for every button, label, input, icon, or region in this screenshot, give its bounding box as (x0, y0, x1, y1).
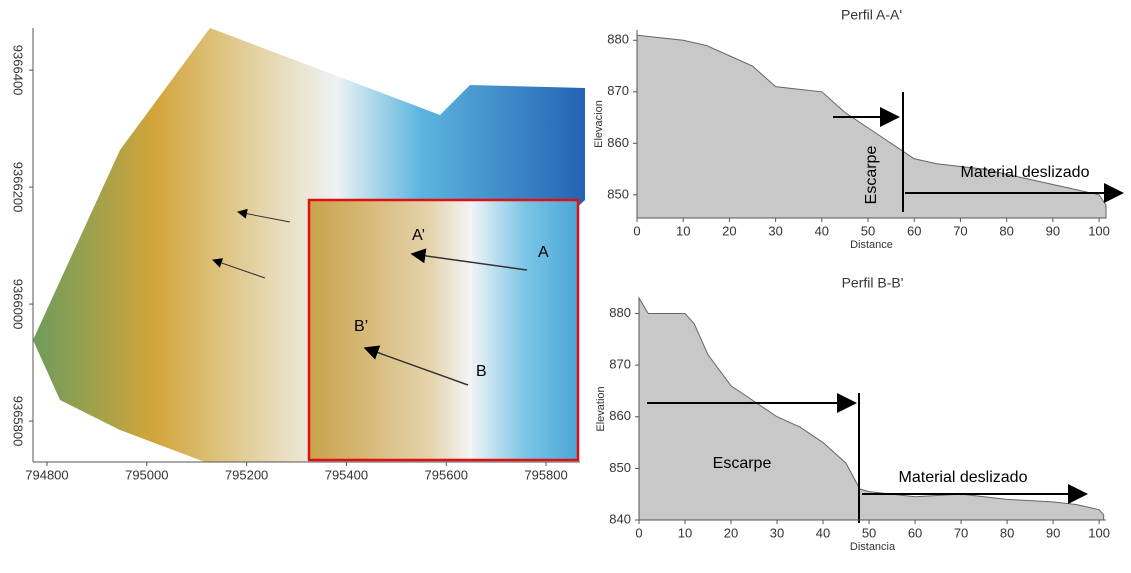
x-tick-label: 30 (770, 525, 784, 540)
x-axis-label: Distancia (850, 541, 896, 553)
x-tick-label: 795400 (325, 467, 368, 482)
y-tick-label: 870 (607, 83, 629, 98)
x-tick-label: 100 (1088, 525, 1110, 540)
x-tick-label: 20 (722, 223, 736, 238)
map-label: B (476, 363, 487, 380)
y-tick-label: 850 (607, 186, 629, 201)
x-tick-label: 80 (1000, 525, 1014, 540)
y-tick-label: 880 (607, 32, 629, 47)
map-label: A’ (412, 227, 425, 244)
y-tick-label: 9365800 (11, 396, 26, 447)
x-tick-label: 0 (633, 223, 640, 238)
x-tick-label: 40 (816, 525, 830, 540)
chart-title: Perfil A-A' (841, 7, 902, 23)
x-tick-label: 40 (815, 223, 829, 238)
y-axis-label: Elevacion (593, 100, 605, 148)
annotation: Material deslizado (961, 164, 1090, 181)
y-tick-label: 840 (609, 511, 631, 526)
x-tick-label: 70 (954, 525, 968, 540)
x-tick-label: 60 (908, 525, 922, 540)
x-axis-label: Distance (850, 239, 893, 251)
annotation: Material deslizado (899, 469, 1028, 486)
profile-area (639, 298, 1104, 520)
x-tick-label: 795800 (524, 467, 567, 482)
annotation: Escarpe (863, 146, 880, 205)
x-tick-label: 100 (1088, 223, 1110, 238)
chart-title: Perfil B-B' (842, 275, 904, 291)
y-tick-label: 850 (609, 460, 631, 475)
x-tick-label: 20 (724, 525, 738, 540)
x-tick-label: 50 (861, 223, 875, 238)
inset-map (309, 200, 578, 460)
x-tick-label: 10 (678, 525, 692, 540)
x-tick-label: 30 (768, 223, 782, 238)
y-tick-label: 860 (609, 408, 631, 423)
x-tick-label: 90 (1046, 525, 1060, 540)
figure: A A’ B B’ Escarpe Material deslizado Esc… (0, 0, 1131, 568)
x-tick-label: 80 (999, 223, 1013, 238)
x-tick-label: 60 (907, 223, 921, 238)
map-label: A (538, 244, 549, 261)
y-tick-label: 9366000 (11, 279, 26, 330)
annotation: Escarpe (713, 455, 772, 472)
map-label: B’ (354, 318, 368, 335)
x-tick-label: 795600 (425, 467, 468, 482)
y-axis-label: Elevation (595, 386, 607, 431)
x-tick-label: 70 (953, 223, 967, 238)
x-tick-label: 10 (676, 223, 690, 238)
x-tick-label: 795200 (225, 467, 268, 482)
y-tick-label: 860 (607, 135, 629, 150)
y-tick-label: 9366200 (11, 162, 26, 213)
y-tick-label: 880 (609, 305, 631, 320)
x-tick-label: 90 (1046, 223, 1060, 238)
x-tick-label: 795000 (125, 467, 168, 482)
x-tick-label: 794800 (25, 467, 68, 482)
y-tick-label: 9366400 (11, 45, 26, 96)
y-tick-label: 870 (609, 357, 631, 372)
x-tick-label: 50 (862, 525, 876, 540)
x-tick-label: 0 (635, 525, 642, 540)
